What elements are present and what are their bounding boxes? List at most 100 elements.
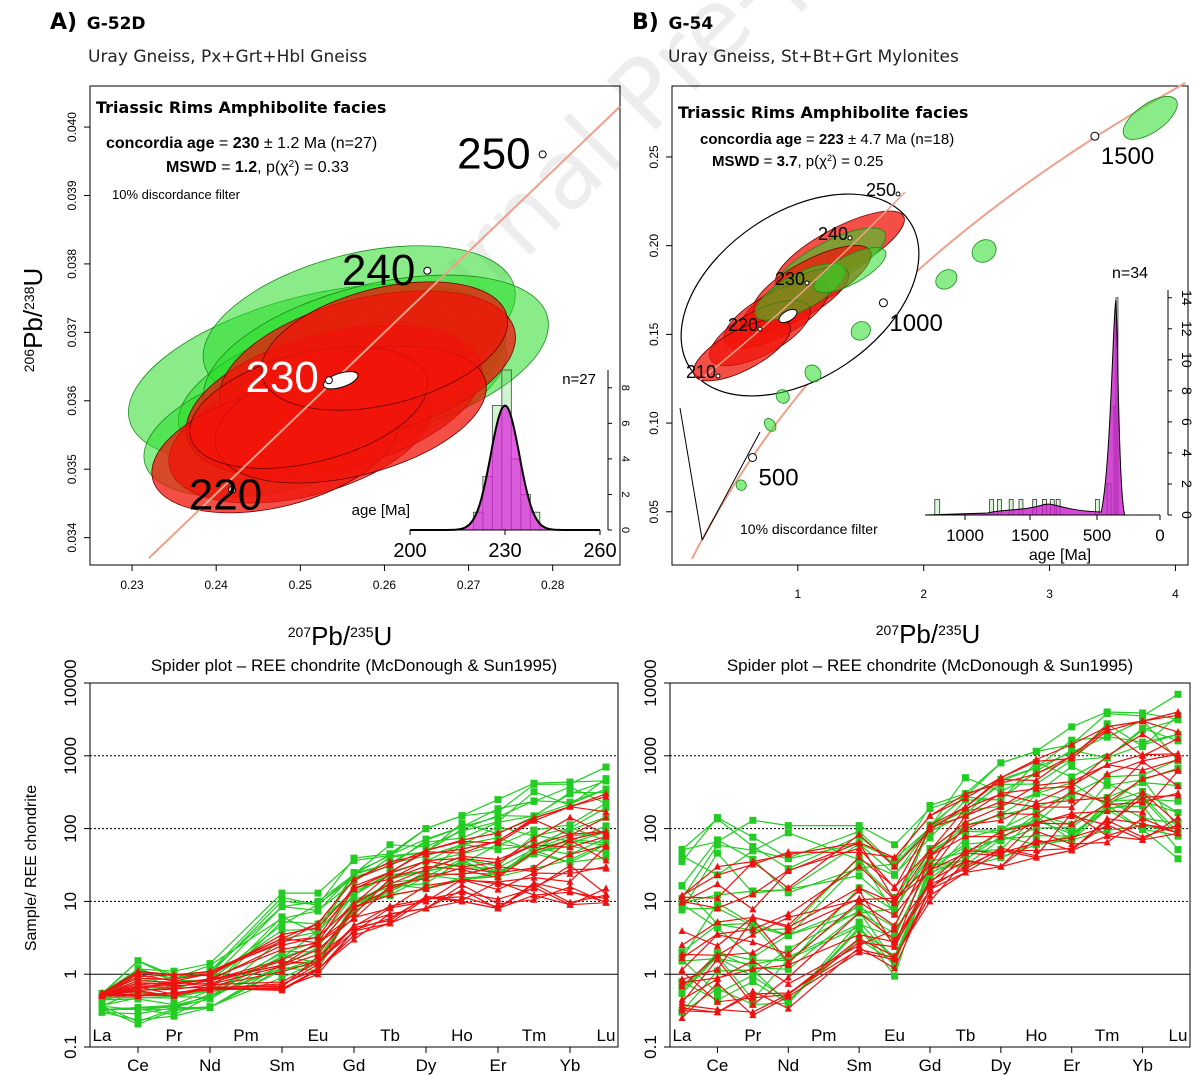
b-green-ellipse-6 (763, 417, 777, 432)
b-spider-red-point (891, 952, 899, 960)
b-spider-red-point (1139, 717, 1147, 725)
b-spider-red-point (997, 827, 1005, 835)
a-inset-y-tick-label: 2 (619, 491, 631, 497)
a-spider-red-point (602, 813, 610, 821)
a-spider-element-label-Ce: Ce (127, 1056, 149, 1075)
a-inset-y-tick-label: 4 (619, 456, 631, 462)
age-marker-230 (324, 376, 333, 385)
b-spider-green-series-line-19 (681, 719, 1179, 894)
b-spider-red-point (997, 851, 1005, 859)
b-spider-green-point (678, 989, 686, 997)
a-spider-red-point (314, 950, 322, 958)
b-spider-green-point (678, 858, 686, 866)
b-spider-red-point (1139, 835, 1147, 843)
panel-b-label: B) G-54 (632, 10, 713, 35)
b-spider-red-point (678, 893, 686, 901)
b-spider-red-point (855, 908, 863, 916)
b-spider-red-series-line-15 (681, 792, 1179, 971)
a-spider-red-point (278, 955, 286, 963)
b-spider-red-point (1032, 846, 1040, 854)
a-spider-green-point (458, 819, 466, 827)
b-spider-element-label-Lu: Lu (1169, 1026, 1188, 1045)
b-spider-y-tick-label: 1000 (641, 737, 660, 775)
a-spider-green-point (278, 893, 286, 901)
a-spider-red-point (530, 891, 538, 899)
b-spider-green-point (713, 836, 721, 844)
b-spider-red-point (961, 794, 969, 802)
b-spider-green-point (678, 882, 686, 890)
a-spider-red-point (134, 991, 142, 999)
a-spider-red-point (494, 855, 502, 863)
b-spider-red-point (784, 850, 792, 858)
a-spider-red-point (422, 865, 430, 873)
a-spider-green-point (602, 775, 610, 783)
a-spider-green-series-line-21 (101, 849, 607, 1016)
a-spider-green-point (494, 845, 502, 853)
b-green-ellipse-7 (735, 479, 747, 491)
b-spider-green-point (784, 854, 792, 862)
b-age-marker-1000 (878, 298, 888, 308)
b-spider-red-point (749, 905, 757, 913)
b-spider-red-point (1139, 750, 1147, 758)
b-spider-red-point (855, 938, 863, 946)
b-spider-red-point (961, 864, 969, 872)
b-spider-green-point (1032, 790, 1040, 798)
a-spider-element-label-Pr: Pr (166, 1026, 183, 1045)
b-spider-red-point (1032, 819, 1040, 827)
a-spider-red-point (566, 850, 574, 858)
b-spider-element-label-Tm: Tm (1095, 1026, 1120, 1045)
a-spider-green-point (170, 1002, 178, 1010)
b-spider-red-point (855, 830, 863, 838)
b-spider-red-point (961, 818, 969, 826)
a-spider-red-point (314, 923, 322, 931)
a-spider-chart-title: Spider plot – REE chondrite (McDonough &… (151, 656, 557, 675)
a-spider-red-point (386, 916, 394, 924)
b-spider-red-point (784, 990, 792, 998)
a-spider-red-point (602, 884, 610, 892)
b-spider-green-point (1139, 738, 1147, 746)
b-spider-red-point (678, 950, 686, 958)
a-spider-red-point (278, 945, 286, 953)
b-inset-x-title: age [Ma] (1029, 547, 1091, 564)
a-filter-note: 10% discordance filter (112, 187, 241, 202)
a-spider-green-point (278, 921, 286, 929)
a-plot-frame (89, 85, 621, 566)
b-spider-red-point (1032, 838, 1040, 846)
panel-b-sample: G-54 (668, 14, 714, 34)
b-spider-red-point (1068, 803, 1076, 811)
a-spider-green-point (170, 1011, 178, 1019)
a-spider-red-series-line-8 (101, 881, 607, 997)
b-chart-title: Triassic Rims Amphibolite facies (678, 103, 968, 122)
a-spider-red-point (314, 940, 322, 948)
a-spider-red-point (350, 935, 358, 943)
a-spider-green-point (350, 891, 358, 899)
a-spider-green-point (134, 1020, 142, 1028)
a-spider-green-point (494, 805, 502, 813)
a-spider-red-point (566, 802, 574, 810)
a-chart-title: Triassic Rims Amphibolite facies (96, 98, 386, 117)
b-zoom-marker-230 (804, 280, 810, 286)
a-spider-green-point (566, 790, 574, 798)
a-spider-green-point (566, 821, 574, 829)
b-spider-red-point (997, 797, 1005, 805)
b-spider-green-point (1103, 708, 1111, 716)
b-spider-red-point (678, 941, 686, 949)
panel-a-sample: G-52D (86, 14, 146, 34)
a-spider-element-label-Ho: Ho (451, 1026, 473, 1045)
a-spider-green-point (530, 779, 538, 787)
a-x-tick-label: 0.27 (457, 578, 481, 592)
a-spider-element-label-Eu: Eu (308, 1026, 329, 1045)
a-spider-element-label-Tm: Tm (522, 1026, 547, 1045)
a-spider-red-point (170, 970, 178, 978)
a-kde-fill (410, 405, 600, 530)
a-spider-red-point (458, 876, 466, 884)
a-spider-red-point (134, 982, 142, 990)
a-spider-red-point (350, 899, 358, 907)
b-spider-red-point (749, 930, 757, 938)
b-spider-red-point (749, 989, 757, 997)
a-spider-red-point (494, 899, 502, 907)
b-spider-green-point (1103, 780, 1111, 788)
a-x-tick-label: 0.28 (541, 578, 565, 592)
b-spider-green-point (1103, 733, 1111, 741)
a-y-axis-title: 206Pb/238U (18, 268, 48, 373)
